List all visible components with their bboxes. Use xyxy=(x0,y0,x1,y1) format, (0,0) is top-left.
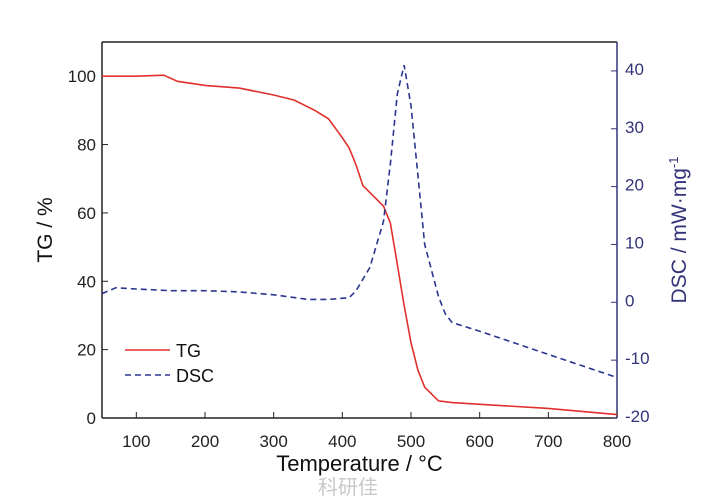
x-tick-label: 100 xyxy=(122,432,150,451)
legend-label-tg: TG xyxy=(176,341,201,361)
y2-tick-label: -10 xyxy=(625,349,650,368)
y2-tick-label: 0 xyxy=(625,291,634,310)
y2-tick-label: 30 xyxy=(625,118,644,137)
y-tick-label: 60 xyxy=(77,204,96,223)
y-axis-label: TG / % xyxy=(34,197,57,262)
watermark: 科研佳 xyxy=(318,475,378,497)
y-tick-label: 40 xyxy=(77,272,96,291)
x-tick-label: 500 xyxy=(397,432,425,451)
x-tick-label: 200 xyxy=(191,432,219,451)
x-tick-label: 300 xyxy=(259,432,287,451)
y2-tick-label: 20 xyxy=(625,176,644,195)
y2-tick-label: 10 xyxy=(625,233,644,252)
y2-tick-label: -20 xyxy=(625,407,650,426)
x-tick-label: 800 xyxy=(603,432,631,451)
legend-label-dsc: DSC xyxy=(176,366,214,386)
y2-tick-label: 40 xyxy=(625,60,644,79)
x-tick-label: 400 xyxy=(328,432,356,451)
y-tick-label: 0 xyxy=(87,409,96,428)
series-tg-line xyxy=(102,74,618,416)
y2-axis-label: DSC / mW·mg-1 xyxy=(666,157,691,304)
x-axis-label: Temperature / °C xyxy=(276,451,443,476)
y-tick-label: 80 xyxy=(77,136,96,155)
y-tick-label: 20 xyxy=(77,341,96,360)
x-tick-label: 600 xyxy=(465,432,493,451)
y2-axis-label-sup: -1 xyxy=(666,157,681,169)
series-dsc-line xyxy=(101,64,618,379)
x-tick-label: 700 xyxy=(534,432,562,451)
y-tick-label: 100 xyxy=(68,67,96,86)
